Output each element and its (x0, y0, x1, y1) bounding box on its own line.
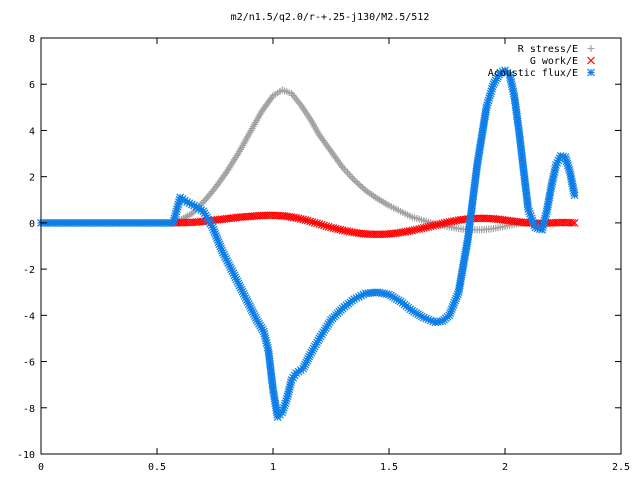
data-point-fill (294, 214, 303, 223)
series-0 (172, 86, 532, 234)
data-point-fill (358, 184, 366, 192)
data-point-fill (433, 220, 442, 229)
data-point-fill (436, 220, 444, 229)
data-point (570, 191, 579, 200)
data-point-fill (340, 226, 349, 235)
y-tick-label: 8 (29, 34, 35, 45)
x-tick-label: 2.5 (612, 462, 630, 473)
data-point-fill (343, 227, 352, 236)
x-tick-label: 0 (38, 462, 44, 473)
data-point-fill (324, 222, 333, 231)
data-point-fill (422, 223, 431, 232)
data-point (431, 221, 440, 230)
data-point-fill (322, 222, 331, 231)
data-point-fill (299, 215, 308, 224)
data-point-fill (568, 218, 577, 227)
data-point-fill (317, 220, 326, 229)
data-point-fill (320, 221, 328, 230)
data-point-fill (355, 181, 363, 189)
data-point (443, 218, 451, 227)
data-point-fill (306, 217, 315, 226)
series-layer (37, 66, 579, 421)
data-point-fill (334, 225, 342, 234)
legend-marker (587, 56, 595, 65)
data-point-fill (360, 185, 368, 193)
data-point-fill (424, 222, 433, 231)
legend-label: R stress/E (518, 44, 578, 55)
y-tick-label: 6 (29, 80, 35, 91)
legend-marker (587, 45, 595, 52)
data-point (327, 223, 335, 232)
legend-label: G work/E (530, 56, 578, 67)
data-point (303, 216, 312, 225)
data-point-fill (345, 227, 354, 236)
data-point (419, 224, 428, 232)
y-tick-label: 2 (29, 173, 35, 184)
y-tick-label: -8 (23, 404, 35, 415)
data-point-fill (417, 224, 426, 233)
data-point-fill (405, 227, 414, 235)
data-point-fill (331, 224, 340, 233)
x-tick-label: 1 (270, 462, 276, 473)
data-point-fill (450, 217, 458, 225)
chart-title: m2/n1.5/q2.0/r-+.25-j130/M2.5/512 (231, 12, 430, 23)
legend-label: Acoustic flux/E (488, 68, 578, 79)
data-point (570, 218, 579, 227)
data-point-fill (447, 217, 456, 226)
data-point-fill (354, 179, 362, 187)
y-tick-label: 4 (29, 126, 35, 137)
plot-area (37, 66, 579, 421)
data-point-fill (410, 226, 419, 234)
data-point-fill (357, 182, 365, 190)
data-point (292, 213, 301, 222)
y-tick-label: -4 (23, 311, 35, 322)
data-point-fill (301, 216, 310, 224)
data-point-fill (310, 218, 319, 227)
y-tick-label: -10 (17, 450, 35, 461)
data-point-fill (313, 219, 322, 228)
y-tick-label: -6 (23, 358, 35, 369)
y-tick-label: 0 (29, 219, 35, 230)
data-point-fill (438, 219, 447, 228)
data-point-fill (426, 222, 435, 231)
x-tick-label: 0.5 (148, 462, 166, 473)
y-tick-label: -2 (23, 265, 35, 276)
data-point-fill (412, 225, 421, 234)
data-point-fill (308, 218, 317, 226)
data-point-fill (440, 219, 449, 227)
data-point (315, 220, 324, 228)
data-point-fill (329, 224, 338, 232)
data-point-fill (429, 221, 438, 230)
data-point (408, 226, 417, 235)
series-2 (37, 66, 579, 421)
data-point-fill (336, 225, 345, 234)
x-tick-label: 1.5 (380, 462, 398, 473)
data-point-fill (415, 225, 424, 233)
x-tick-label: 2 (502, 462, 508, 473)
legend-marker (587, 68, 595, 77)
data-point-fill (352, 178, 360, 186)
data-point (338, 226, 347, 235)
plot-frame (40, 37, 622, 455)
data-point-fill (289, 213, 298, 222)
data-point (188, 210, 196, 218)
axes-layer: 0 0.5 1 1.5 2 2.5 8 6 4 2 0 -2 -4 -6 -8 -10 (17, 34, 630, 473)
data-point (350, 176, 358, 184)
data-point-fill (296, 214, 305, 223)
data-point-fill (445, 218, 454, 226)
